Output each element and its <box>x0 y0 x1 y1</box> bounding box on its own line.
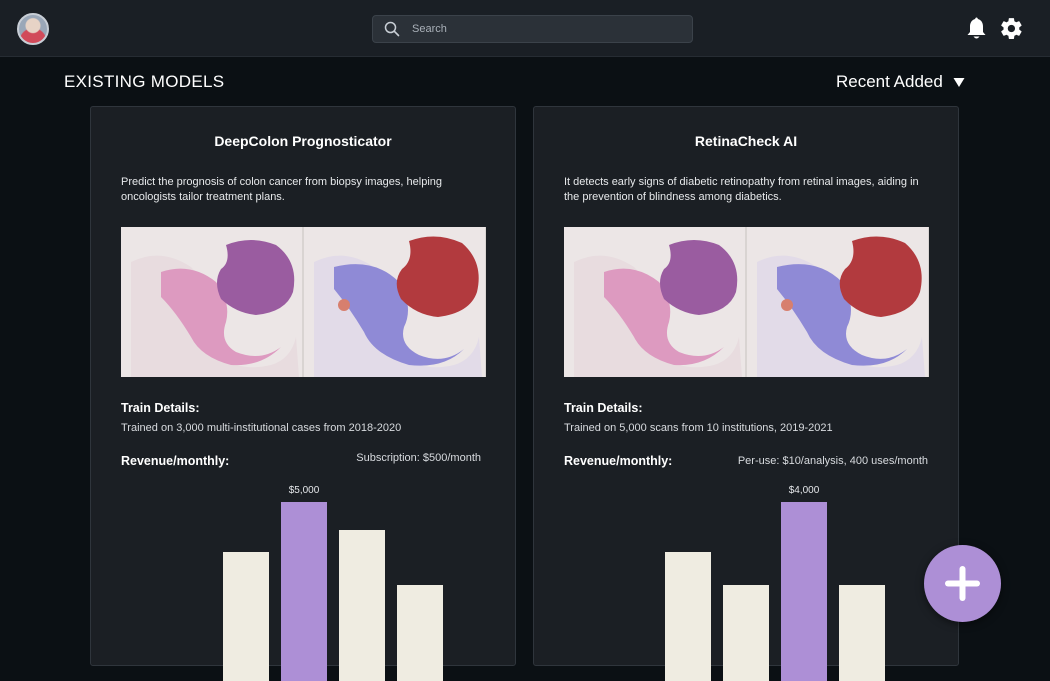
section-title: EXISTING MODELS <box>64 72 225 91</box>
chart-bar <box>223 552 269 681</box>
model-card[interactable]: RetinaCheck AI It detects early signs of… <box>533 106 959 681</box>
tissue-image-he <box>564 227 745 377</box>
chart-bar <box>281 502 327 681</box>
avatar[interactable] <box>17 13 49 45</box>
chart-bar-label: $5,000 <box>288 485 320 496</box>
tissue-image-heatmap <box>747 227 928 377</box>
revenue-label: Revenue/monthly: <box>564 454 673 468</box>
revenue-model: Per-use: $10/analysis, 400 uses/month <box>737 455 928 467</box>
gear-icon[interactable] <box>999 16 1024 41</box>
chart-bar <box>781 502 827 681</box>
tissue-image-heatmap <box>304 227 485 377</box>
tissue-image <box>121 227 486 377</box>
tissue-image-he <box>121 227 302 377</box>
search-bar[interactable] <box>372 15 693 43</box>
caret-down-icon <box>953 77 965 87</box>
chart-bar <box>339 530 385 681</box>
model-description: It detects early signs of diabetic retin… <box>564 176 919 203</box>
plus-icon <box>945 566 980 601</box>
train-details-text: Trained on 5,000 scans from 10 instituti… <box>564 422 833 434</box>
model-card[interactable]: DeepColon Prognosticator Predict the pro… <box>90 106 516 681</box>
model-title: DeepColon Prognosticator <box>214 133 392 149</box>
chart-bar <box>397 585 443 681</box>
chart-bar <box>665 552 711 681</box>
model-title: RetinaCheck AI <box>694 133 798 149</box>
top-bar <box>0 0 1050 57</box>
model-description: Predict the prognosis of colon cancer fr… <box>121 176 443 203</box>
search-input[interactable] <box>412 23 672 35</box>
chart-bar-label: $4,000 <box>788 485 820 496</box>
chart-bar <box>839 585 885 681</box>
sort-dropdown[interactable]: Recent Added <box>836 72 965 92</box>
bell-icon[interactable] <box>966 16 987 41</box>
train-details-label: Train Details: <box>121 401 200 415</box>
tissue-image <box>564 227 929 377</box>
train-details-label: Train Details: <box>564 401 643 415</box>
train-details-text: Trained on 3,000 multi-institutional cas… <box>121 422 402 434</box>
add-model-button[interactable] <box>924 545 1001 622</box>
search-icon <box>384 21 400 37</box>
chart-bar <box>723 585 769 681</box>
revenue-label: Revenue/monthly: <box>121 454 230 468</box>
revenue-model: Subscription: $500/month <box>356 452 481 464</box>
sort-label: Recent Added <box>836 72 943 91</box>
